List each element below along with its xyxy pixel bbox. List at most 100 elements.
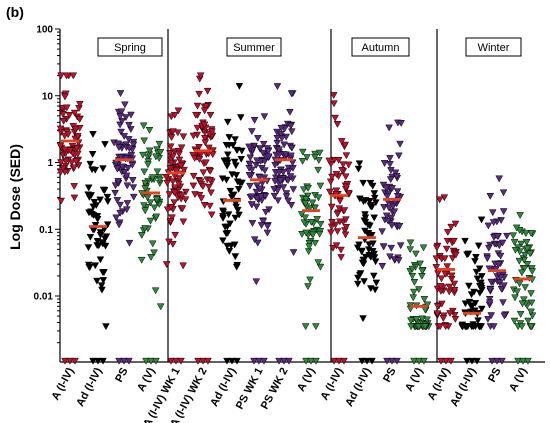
- data-point: [393, 188, 402, 196]
- data-point: [220, 157, 229, 165]
- data-point: [472, 268, 481, 276]
- data-point: [441, 270, 450, 278]
- data-point: [332, 242, 341, 250]
- data-point: [387, 222, 396, 230]
- data-point: [101, 242, 110, 250]
- data-point: [412, 250, 420, 258]
- data-point: [489, 219, 498, 227]
- data-point: [409, 294, 418, 302]
- data-point: [156, 303, 165, 311]
- data-point: [257, 222, 266, 230]
- data-point: [304, 283, 312, 291]
- data-point: [303, 154, 311, 162]
- data-point: [361, 253, 370, 261]
- zero-dose-point: [71, 357, 79, 365]
- season-box-spring: [97, 37, 163, 57]
- data-point: [516, 212, 524, 220]
- data-point: [495, 175, 504, 183]
- data-point: [461, 237, 469, 245]
- data-point: [369, 272, 378, 280]
- data-point: [121, 101, 129, 109]
- zero-dose-point: [280, 357, 288, 365]
- x-tick-label: A (I-IV): [426, 365, 453, 402]
- data-point: [178, 205, 187, 213]
- data-point: [148, 174, 157, 182]
- data-point: [150, 249, 158, 257]
- data-point: [137, 256, 146, 264]
- data-point: [57, 159, 65, 167]
- data-point: [345, 189, 353, 197]
- data-point: [98, 286, 106, 294]
- data-point: [145, 126, 154, 134]
- data-point: [527, 308, 535, 316]
- data-point: [371, 286, 379, 294]
- panel-label: (b): [6, 4, 24, 20]
- data-point: [407, 323, 415, 331]
- data-point: [486, 286, 495, 294]
- data-point: [86, 160, 95, 168]
- data-point: [433, 310, 442, 318]
- data-point: [397, 120, 405, 127]
- season-box-winter: [465, 37, 522, 57]
- data-point: [175, 175, 184, 183]
- season-label-summer: Summer: [233, 42, 275, 54]
- zero-dose-point: [330, 357, 338, 365]
- data-point: [485, 296, 494, 303]
- data-point: [232, 172, 241, 179]
- data-point: [141, 225, 149, 233]
- zero-dose-point: [250, 357, 258, 365]
- data-point: [447, 272, 456, 280]
- data-point: [361, 211, 369, 219]
- data-point: [297, 211, 306, 219]
- zero-dose-point: [442, 357, 450, 365]
- data-point: [510, 239, 519, 247]
- data-point: [232, 263, 241, 271]
- season-box-autumn: [351, 37, 410, 57]
- data-point: [301, 200, 310, 208]
- data-point: [487, 278, 496, 286]
- zero-dose-point: [285, 357, 293, 365]
- data-point: [517, 240, 525, 248]
- zero-dose-point: [340, 357, 348, 365]
- data-point: [314, 259, 323, 267]
- data-point: [436, 323, 444, 331]
- data-point: [58, 104, 67, 112]
- x-tick-label: PS: [486, 366, 503, 385]
- data-point: [365, 241, 374, 249]
- zero-dose-point: [94, 357, 102, 365]
- data-point: [169, 128, 177, 136]
- zero-dose-point: [233, 357, 241, 365]
- data-point: [246, 182, 254, 190]
- data-point: [248, 220, 257, 228]
- data-point: [338, 166, 346, 174]
- data-point: [493, 233, 502, 241]
- data-point: [57, 72, 65, 80]
- x-tick-label: A (I-IV): [50, 365, 77, 402]
- data-point: [344, 161, 353, 169]
- data-point: [170, 199, 179, 207]
- data-point: [391, 169, 400, 177]
- data-point: [486, 193, 495, 200]
- data-point: [202, 103, 210, 111]
- data-point: [195, 191, 204, 199]
- data-point: [91, 262, 100, 270]
- data-point: [230, 158, 239, 166]
- data-point: [166, 165, 175, 173]
- data-point: [253, 239, 262, 247]
- data-point: [101, 141, 109, 149]
- data-point: [255, 174, 264, 182]
- y-tick-label: 0.01: [34, 292, 54, 303]
- data-point: [353, 280, 362, 288]
- data-point: [219, 208, 228, 216]
- data-point: [441, 323, 450, 331]
- data-point: [484, 244, 493, 252]
- data-point: [478, 305, 486, 313]
- data-point: [219, 213, 227, 220]
- data-point: [202, 159, 210, 167]
- data-point: [499, 189, 508, 197]
- data-point: [314, 166, 322, 174]
- x-tick-label: Ad (I-IV): [74, 365, 105, 408]
- data-point: [366, 179, 375, 187]
- data-point: [270, 192, 279, 200]
- data-point: [225, 247, 234, 255]
